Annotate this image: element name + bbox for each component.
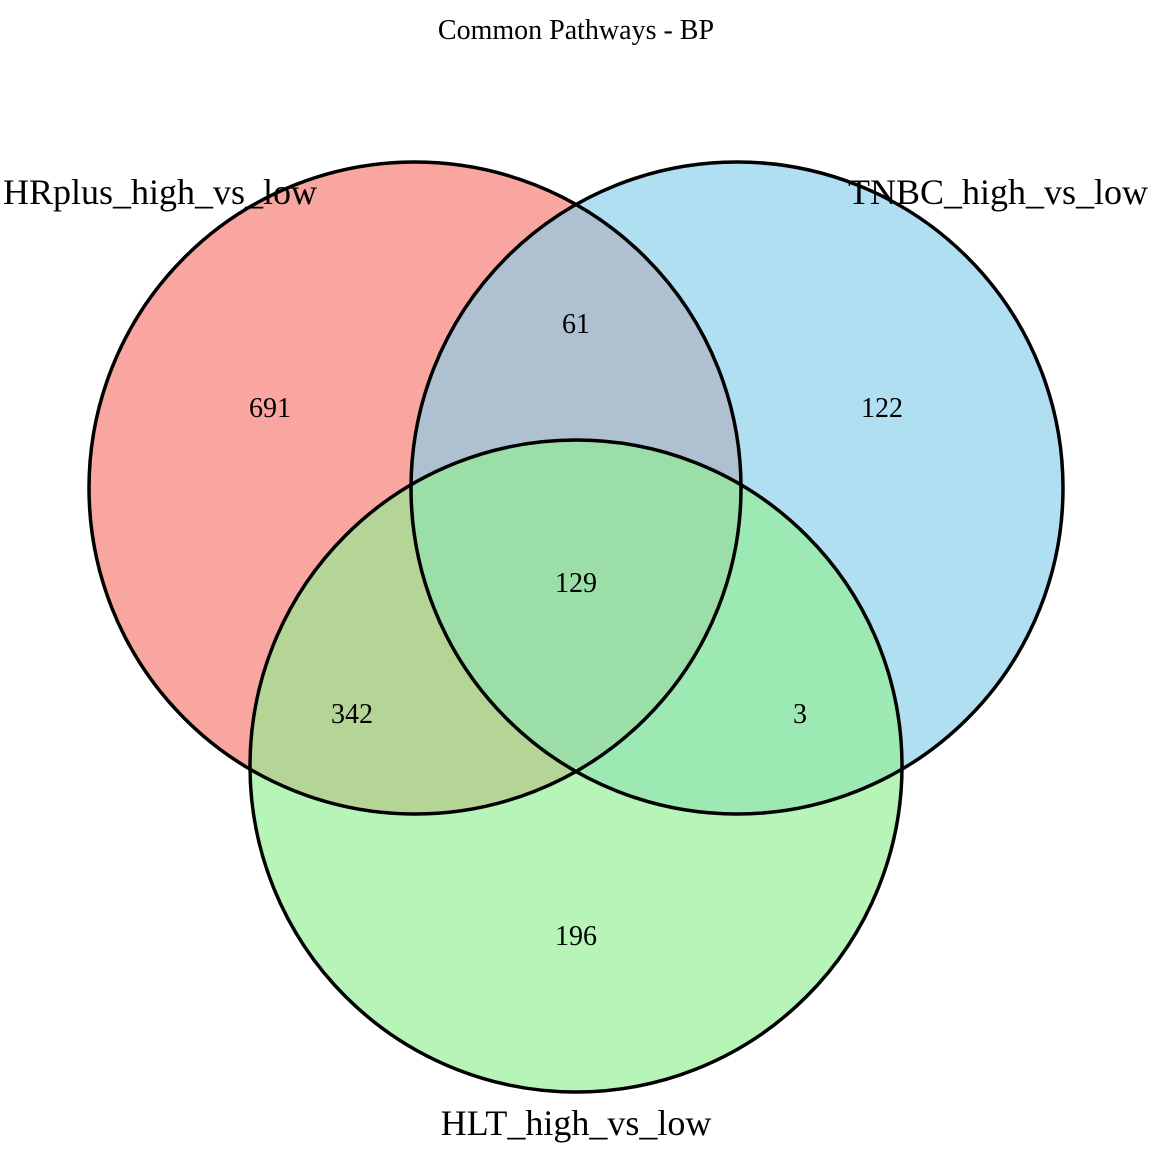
set-circle-hlt bbox=[250, 440, 902, 1092]
count-tnbc-hlt: 3 bbox=[793, 699, 807, 730]
set-label-hlt: HLT_high_vs_low bbox=[441, 1103, 712, 1143]
diagram-title: Common Pathways - BP bbox=[438, 15, 714, 46]
count-tnbc-only: 122 bbox=[861, 393, 903, 424]
count-hrplus-tnbc: 61 bbox=[562, 309, 590, 340]
count-hlt-only: 196 bbox=[555, 921, 597, 952]
count-hrplus-only: 691 bbox=[249, 393, 291, 424]
set-outline-hlt bbox=[248, 438, 904, 1094]
count-hrplus-hlt: 342 bbox=[331, 699, 373, 730]
count-all-three: 129 bbox=[555, 568, 597, 599]
set-label-hrplus: HRplus_high_vs_low bbox=[3, 172, 317, 212]
set-outline-tnbc bbox=[409, 160, 1065, 816]
set-outline-hrplus bbox=[87, 160, 743, 816]
set-label-tnbc: TNBC_high_vs_low bbox=[848, 172, 1148, 212]
